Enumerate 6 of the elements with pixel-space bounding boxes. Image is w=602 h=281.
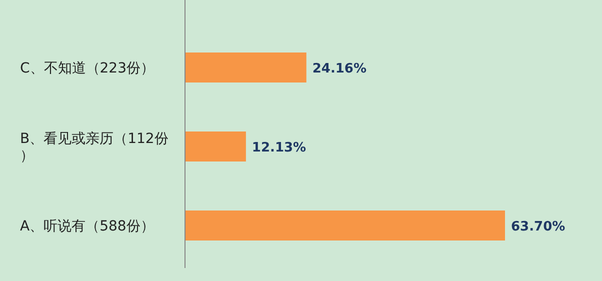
- data-label: 12.13%: [252, 140, 306, 156]
- y-tick-label: A、听说有（588份）: [20, 218, 154, 234]
- data-label: 24.16%: [312, 62, 367, 76]
- y-tick-label: B、看见或亲历（112份）: [20, 131, 168, 164]
- data-label: 63.70%: [511, 220, 566, 234]
- y-tick-label: C、不知道（223份）: [20, 60, 154, 76]
